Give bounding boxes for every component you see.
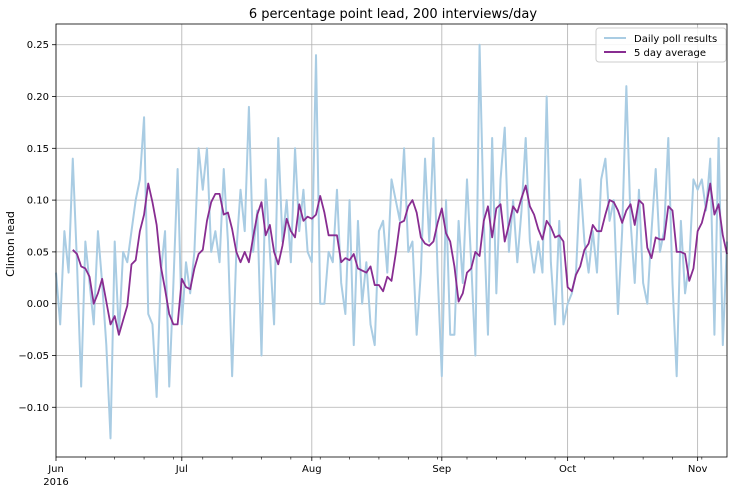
x-tick-label: Nov — [688, 464, 708, 475]
y-tick-label: −0.10 — [18, 403, 49, 414]
legend-label-average: 5 day average — [634, 48, 706, 59]
daily-poll-line — [55, 43, 728, 440]
legend-label-daily: Daily poll results — [634, 34, 717, 45]
five-day-average-line — [72, 182, 728, 336]
x-year-label: 2016 — [43, 477, 68, 488]
y-tick-label: 0.25 — [27, 40, 49, 51]
y-tick-label: 0.15 — [27, 144, 49, 155]
x-tick-label: Jun — [47, 464, 64, 475]
y-tick-label: 0.00 — [27, 299, 49, 310]
y-tick-label: −0.05 — [18, 351, 49, 362]
x-tick-label: Sep — [432, 464, 451, 475]
chart-title: 6 percentage point lead, 200 interviews/… — [249, 7, 537, 22]
legend-box — [595, 27, 727, 63]
legend: Daily poll results 5 day average — [595, 27, 727, 63]
y-tick-label: 0.20 — [27, 92, 49, 103]
plot-frame — [55, 23, 728, 458]
axes: −0.10 −0.05 0.00 0.05 0.10 0.15 0.20 0.25 Jun Jul… — [18, 23, 728, 488]
y-tick-label: 0.10 — [27, 196, 49, 207]
x-tick-label: Oct — [559, 464, 576, 475]
x-tick-label: Aug — [302, 464, 322, 475]
series-lines — [55, 43, 728, 440]
y-tick-label: 0.05 — [27, 247, 49, 258]
x-tick-label: Jul — [175, 464, 188, 475]
y-axis-label: Clinton lead — [4, 211, 17, 277]
